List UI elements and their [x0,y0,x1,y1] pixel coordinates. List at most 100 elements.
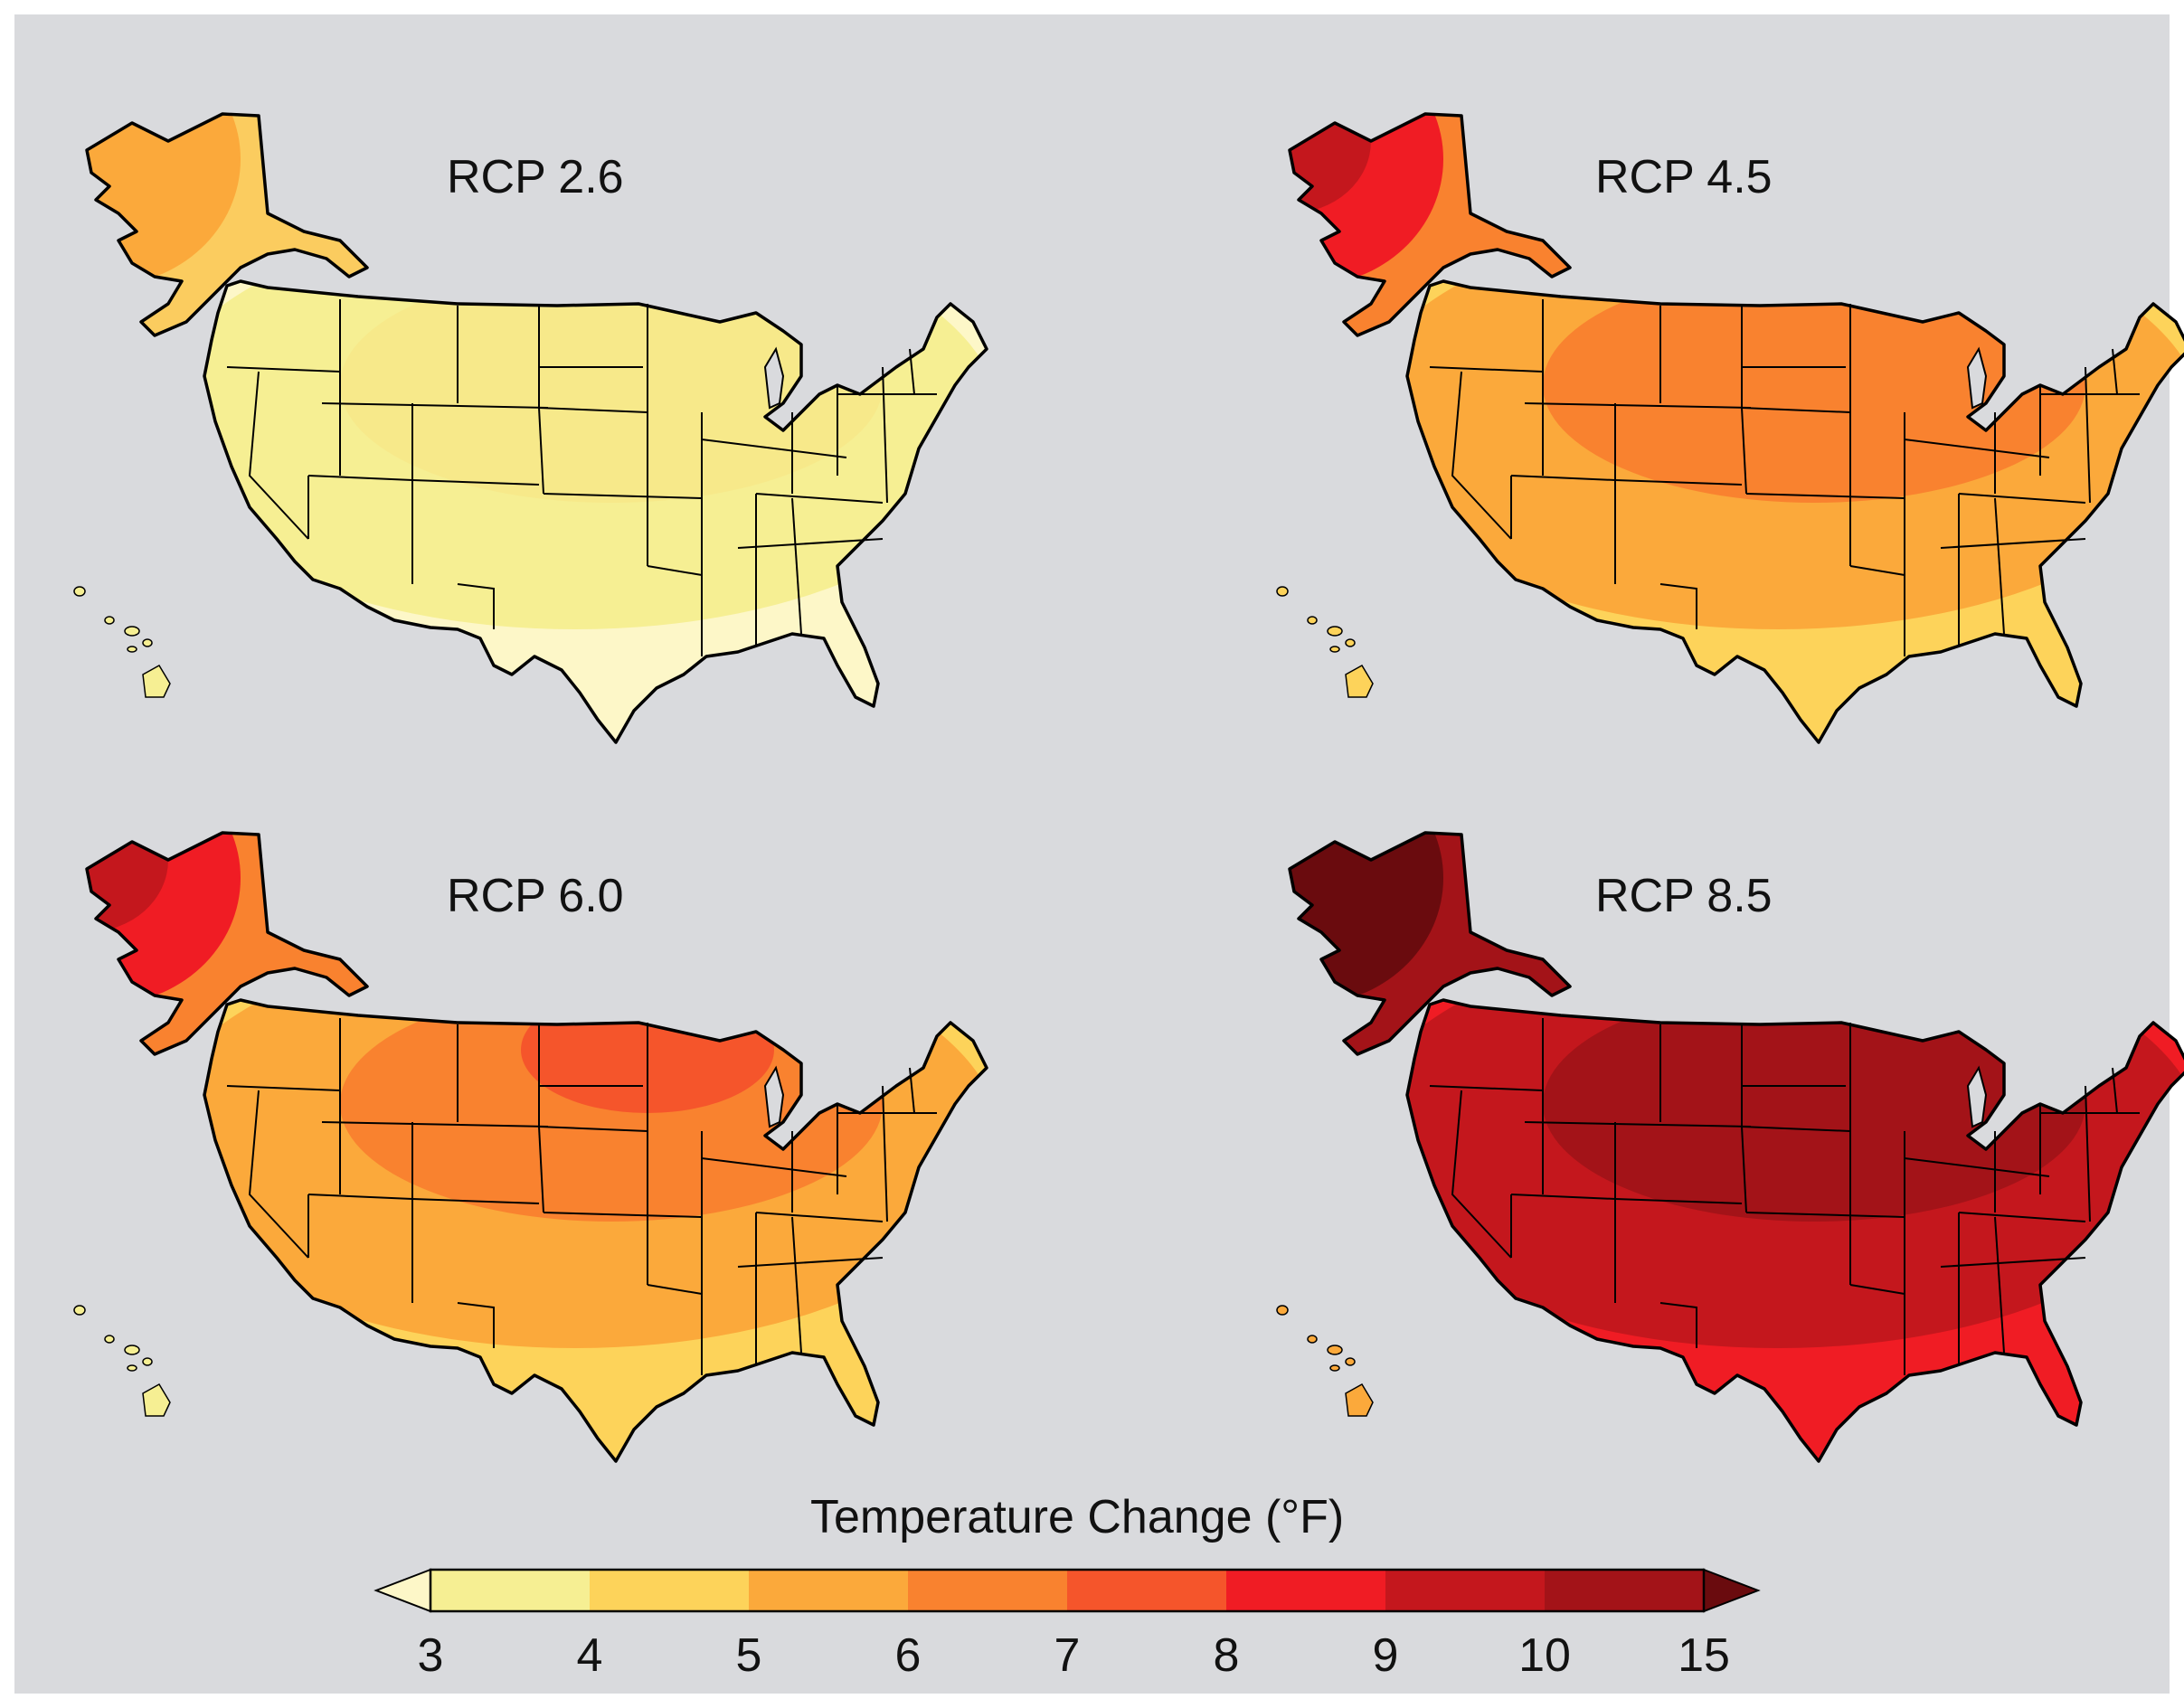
hawaii-island [127,646,137,653]
state-border [1741,1126,1747,1213]
state-border [543,493,703,499]
alaska-outline [1288,112,1572,337]
colorbar-segment [749,1570,908,1611]
state-border [1904,439,2050,458]
state-border [538,1126,544,1213]
state-border [647,1284,703,1295]
state-border [457,1302,495,1348]
state-border [1745,1212,1905,1218]
state-border [1659,583,1697,629]
state-border [647,565,703,576]
state-border [1524,402,1752,409]
colorbar-segment [1545,1570,1704,1611]
hawaii-island [1307,1335,1318,1344]
colorbar-segment [430,1570,590,1611]
state-border [1904,1157,2050,1177]
state-border [1451,1090,1512,1259]
colorbar-segment [908,1570,1067,1611]
alaska-outline [85,112,369,337]
hawaii-island [73,1305,86,1316]
hawaii-island [127,1364,137,1372]
conus-outline [203,279,988,744]
lake-michigan [763,346,785,410]
state-border [321,402,549,409]
hawaii-island [1327,1345,1343,1355]
state-border [1745,493,1905,499]
state-border [791,497,802,635]
hawaii-island [142,1382,171,1417]
hawaii [73,586,171,698]
hawaii-island [124,626,140,637]
panel-title: RCP 8.5 [1595,870,1773,922]
state-border [1958,493,2086,504]
state-border [1524,1121,1752,1128]
alaska-outline [1288,831,1572,1056]
state-border [411,1198,540,1204]
colorbar-segment [1385,1570,1545,1611]
map-panel-rcp85: RCP 8.5 [1272,815,2184,1574]
colorbar-tick-label: 15 [1678,1629,1730,1682]
hawaii-island [73,586,86,597]
colorbar-tick-label: 6 [894,1629,922,1682]
state-border [1994,1216,2005,1354]
state-border [1510,475,1616,481]
hawaii-island [104,616,115,625]
state-border [701,1157,847,1177]
hawaii-island [1327,626,1343,637]
state-border [457,583,495,629]
state-border [538,407,544,495]
state-border [411,479,540,486]
state-border [226,1085,341,1091]
hawaii-island [1276,1305,1289,1316]
state-border [701,439,847,458]
state-border [538,1126,648,1132]
state-border [538,407,648,413]
state-border [1741,407,1747,495]
colorbar-tick-label: 3 [417,1629,444,1682]
state-border [307,475,413,481]
state-border [543,1212,703,1218]
state-border [1451,371,1512,540]
legend-title: Temperature Change (°F) [810,1491,1345,1543]
colorbar-tick-label: 8 [1213,1629,1240,1682]
hawaii [1276,586,1374,698]
conus-outline [203,998,988,1463]
state-border [1741,1126,1851,1132]
state-border [321,1121,549,1128]
hawaii-island [104,1335,115,1344]
state-border [1510,1194,1616,1200]
lake-michigan [763,1065,785,1128]
alaska-outline [85,831,369,1056]
state-border [1940,1257,2086,1268]
hawaii-island [1345,1357,1356,1366]
state-border [1614,479,1743,486]
lake-michigan [1966,1065,1988,1128]
map-panel-rcp45: RCP 4.5 [1272,96,2184,855]
state-border [737,538,884,549]
map-panel-rcp60: RCP 6.0 [69,815,1226,1574]
conus-outline [1405,998,2184,1463]
state-border [882,366,888,504]
lake-michigan [1966,346,1988,410]
state-border [1849,1284,1905,1295]
hawaii-island [1345,1382,1374,1417]
state-border [2085,1085,2091,1222]
state-border [882,1085,888,1222]
state-borders [226,1018,937,1375]
figure: RCP 2.6 RCP 4.5 RCP 6.0 RCP 8.5 Temperat… [14,14,2184,1694]
state-border [307,1194,413,1200]
colorbar-tick-label: 9 [1372,1629,1399,1682]
colorbar-tick-label: 4 [576,1629,603,1682]
state-border [226,366,341,373]
state-border [1429,366,1544,373]
us-map [1276,112,2184,744]
hawaii [1276,1305,1374,1417]
state-border [1659,1302,1697,1348]
state-border [2085,366,2091,504]
colorbar-tick-label: 5 [735,1629,762,1682]
colorbar-tick-label: 7 [1054,1629,1081,1682]
hawaii-island [1329,646,1340,653]
hawaii-island [1307,616,1318,625]
hawaii-island [142,1357,153,1366]
state-border [1940,538,2086,549]
